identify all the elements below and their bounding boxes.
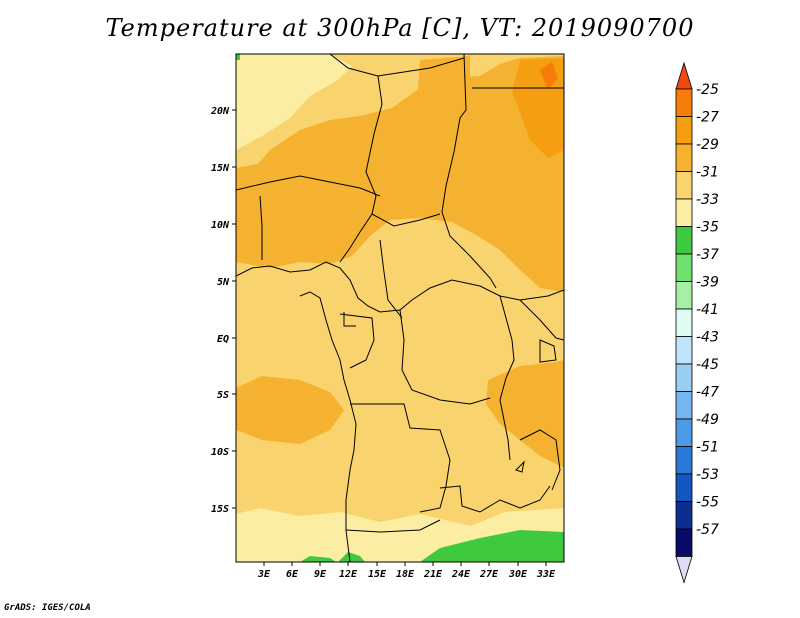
- field-band-37-south: [300, 556, 336, 562]
- lat-tick-label: 5N: [217, 277, 230, 288]
- lat-tick-label: 15S: [211, 504, 229, 515]
- border-6: [259, 195, 263, 260]
- map-title: Temperature at 300hPa [C], VT: 201909070…: [105, 14, 695, 42]
- border-2: [441, 54, 497, 289]
- lon-tick-label: 15E: [368, 569, 387, 580]
- lake-1: [515, 460, 525, 473]
- lat-tick-label: 15N: [211, 163, 230, 174]
- colorbar-box: [675, 281, 693, 310]
- colorbar-box: [675, 391, 693, 420]
- border-15: [519, 299, 564, 341]
- colorbar-label: -35: [696, 220, 719, 236]
- border-4: [377, 57, 465, 77]
- colorbar-box: [675, 308, 693, 337]
- lat-tick-label: EQ: [217, 334, 229, 345]
- border-10: [343, 312, 356, 327]
- field-band-31-west: [236, 376, 344, 444]
- colorbar-bottom-arrow: [675, 556, 693, 584]
- lat-tick-label: 10N: [211, 220, 230, 231]
- colorbar-box: [675, 253, 693, 282]
- field-band-31-chad: [418, 56, 470, 110]
- colorbar-label: -49: [696, 412, 719, 428]
- border-8: [379, 239, 403, 319]
- border-11: [350, 403, 451, 513]
- field-band-31-north: [236, 56, 564, 292]
- lon-tick-label: 6E: [286, 569, 299, 580]
- lon-tick-label: 18E: [396, 569, 415, 580]
- colorbar-box: [675, 473, 693, 502]
- colorbar-label: -25: [696, 82, 719, 98]
- colorbar-label: -29: [696, 137, 719, 153]
- lon-tick-label: 9E: [314, 569, 327, 580]
- border-17: [399, 309, 491, 405]
- colorbar-box: [675, 116, 693, 145]
- border-5: [236, 175, 381, 197]
- lon-tick-label: 30E: [508, 569, 528, 580]
- colorbar-box: [675, 336, 693, 365]
- lat-tick-label: 5S: [217, 390, 229, 401]
- colorbar-box: [675, 88, 693, 117]
- coastline-west: [299, 291, 357, 562]
- colorbar-label: -47: [696, 385, 719, 401]
- lon-tick-label: 24E: [451, 569, 471, 580]
- field-band-35-north: [236, 54, 352, 150]
- colorbar-label: -31: [696, 165, 719, 181]
- field-band-37-corner: [236, 54, 240, 60]
- colorbar-label: -39: [696, 275, 719, 291]
- colorbar-box: [675, 143, 693, 172]
- field-band-37-southeast: [420, 530, 564, 562]
- colorbar-box: [675, 171, 693, 200]
- colorbar-label: -27: [696, 110, 719, 126]
- map-frame: [235, 53, 565, 563]
- colorbar-box: [675, 363, 693, 392]
- coastline-north: [236, 261, 564, 313]
- border-14: [499, 295, 515, 461]
- border-13: [345, 519, 441, 533]
- colorbar-label: -57: [696, 522, 719, 538]
- border-1: [329, 54, 383, 263]
- country-borders: [236, 54, 564, 562]
- colorbar-box: [675, 198, 693, 227]
- border-12: [439, 485, 551, 513]
- lake-2: [539, 339, 557, 363]
- colorbar-box: [675, 226, 693, 255]
- border-9: [339, 313, 375, 369]
- colorbar-box: [675, 501, 693, 530]
- colorbar-label: -33: [696, 192, 719, 208]
- colorbar-top-arrow: [675, 61, 693, 90]
- field-band-27: [540, 62, 558, 90]
- lon-tick-label: 21E: [423, 569, 443, 580]
- colorbar-label: -53: [696, 467, 719, 483]
- lon-tick-label: 3E: [257, 569, 271, 580]
- colorbar-label: -51: [696, 440, 719, 456]
- field-band-31-east: [486, 360, 564, 468]
- colorbar-label: -37: [696, 247, 719, 263]
- colorbar-box: [675, 446, 693, 475]
- field-band-37-south-2: [338, 552, 365, 562]
- colorbar-label: -45: [696, 357, 719, 373]
- colorbar-label: -41: [696, 302, 719, 318]
- lat-tick-label: 10S: [211, 447, 229, 458]
- border-16: [519, 429, 561, 491]
- temperature-field: [236, 54, 564, 562]
- border-7: [371, 213, 441, 227]
- colorbar-label: -55: [696, 495, 719, 511]
- colorbar-box: [675, 528, 693, 557]
- lon-tick-label: 33E: [536, 569, 556, 580]
- lon-tick-label: 27E: [479, 569, 499, 580]
- lon-tick-label: 12E: [339, 569, 358, 580]
- colorbar-box: [675, 418, 693, 447]
- colorbar: -25 -27 -29 -31 -33 -35 -37 -39 -41 -43 -45 -47 -49 -…: [675, 61, 719, 584]
- footer-credit: GrADS: IGES/COLA: [4, 603, 91, 613]
- lat-tick-label: 20N: [210, 106, 230, 117]
- colorbar-label: -43: [696, 330, 719, 346]
